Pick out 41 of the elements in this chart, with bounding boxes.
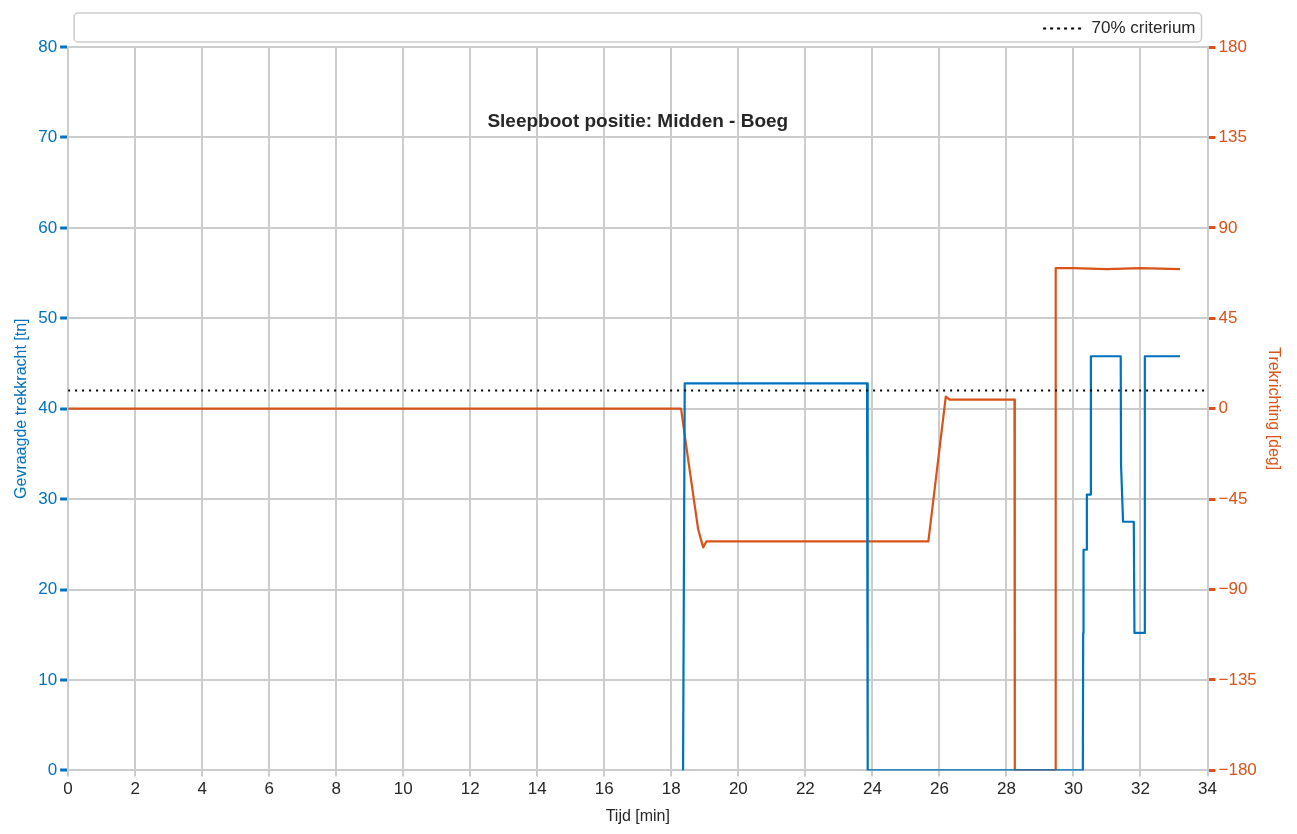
x-tick-label: 20: [728, 779, 748, 799]
y-tick-label: 20: [38, 579, 58, 599]
x-axis-title: Tijd [min]: [605, 806, 670, 824]
y-tick-label: 50: [38, 307, 58, 327]
y2-tick-label: −90: [1218, 579, 1248, 599]
y-axis-title: Gevraagde trekkracht [tn]: [12, 318, 30, 499]
x-tick-label: 12: [460, 779, 480, 799]
y2-tick-label: −180: [1218, 760, 1257, 780]
y2-tick-label: −45: [1218, 488, 1248, 508]
y-tick-label: 40: [38, 398, 58, 418]
y-tick-label: 0: [47, 760, 58, 780]
y-tick-label: 80: [38, 36, 58, 56]
y2-tick-label: 135: [1218, 127, 1247, 147]
y-tick-label: 10: [38, 669, 58, 689]
y-tick-label: 60: [38, 217, 58, 237]
x-tick-label: 34: [1198, 779, 1217, 799]
y2-tick-label: 0: [1218, 398, 1228, 418]
x-tick-label: 28: [996, 779, 1016, 799]
x-tick-label: 2: [130, 779, 140, 799]
x-tick-label: 10: [393, 779, 413, 799]
x-tick-label: 14: [527, 779, 547, 799]
y2-tick-label: 90: [1218, 217, 1238, 237]
x-tick-label: 16: [594, 779, 614, 799]
y2-axis-title: Trekrichting [deg]: [1265, 347, 1283, 471]
x-tick-label: 32: [1131, 779, 1150, 799]
x-tick-label: 0: [63, 779, 73, 799]
x-tick-label: 26: [929, 779, 949, 799]
y-tick-label: 70: [38, 127, 58, 147]
x-tick-label: 8: [331, 779, 341, 799]
x-tick-label: 6: [264, 779, 274, 799]
y2-tick-label: 180: [1218, 36, 1247, 56]
legend-label: 70% criterium: [1091, 18, 1196, 38]
x-tick-label: 24: [862, 779, 882, 799]
y-tick-label: 30: [38, 488, 58, 508]
x-tick-label: 4: [197, 779, 207, 799]
x-tick-label: 18: [661, 779, 681, 799]
y2-tick-label: −135: [1218, 669, 1257, 689]
text: Sleepboot positie: Midden - Boeg: [487, 110, 789, 132]
x-tick-label: 30: [1064, 779, 1083, 799]
x-tick-label: 22: [795, 779, 815, 799]
y2-tick-label: 45: [1218, 307, 1238, 327]
